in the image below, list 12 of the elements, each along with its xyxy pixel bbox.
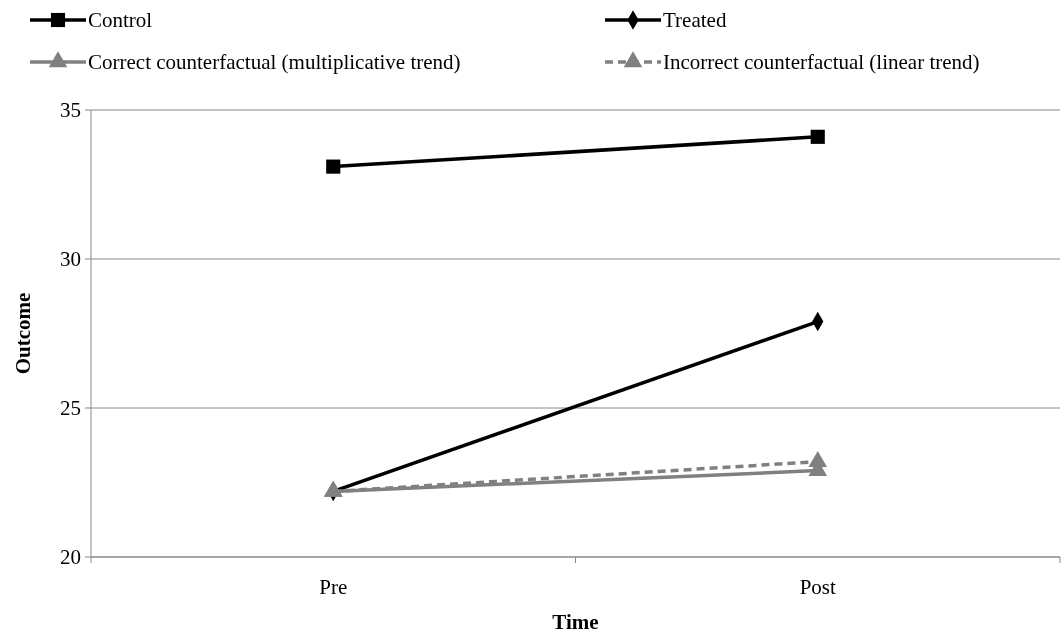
- legend-label: Correct counterfactual (multiplicative trend): [88, 50, 461, 75]
- x-axis-title: Time: [552, 610, 599, 634]
- y-tick-label: 30: [60, 247, 81, 272]
- legend-label: Incorrect counterfactual (linear trend): [663, 50, 980, 75]
- legend-label: Control: [88, 8, 153, 33]
- y-tick-label: 25: [60, 396, 81, 421]
- x-tick-label: Post: [799, 575, 837, 599]
- y-tick-label: 35: [60, 98, 81, 123]
- y-tick-label: 20: [60, 545, 81, 570]
- legend-label: Treated: [663, 8, 727, 33]
- x-tick-label: Pre: [319, 575, 348, 599]
- y-axis-title: Outcome: [11, 292, 35, 375]
